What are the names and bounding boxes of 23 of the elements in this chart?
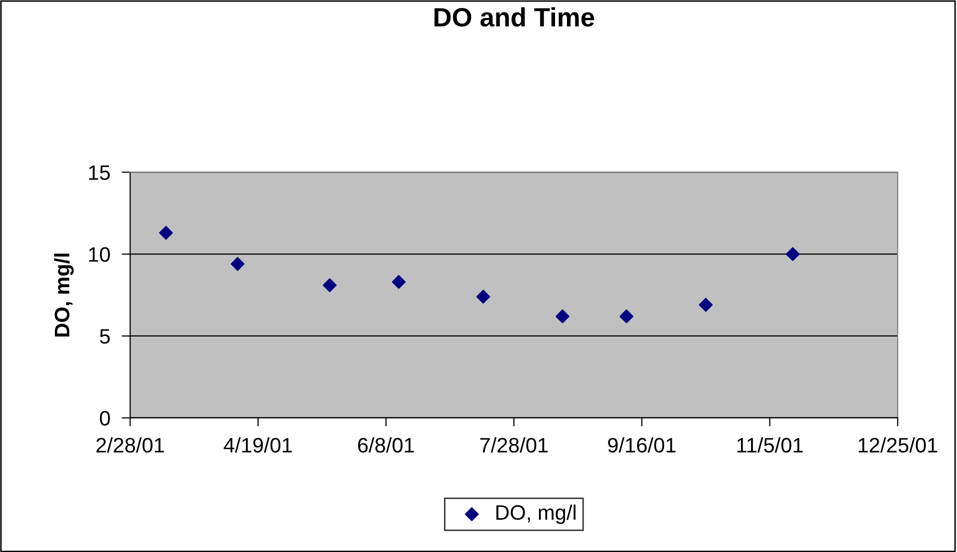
x-tick-label: 9/16/01 [608, 437, 676, 453]
point [476, 290, 490, 304]
x-tick-label: 11/5/01 [737, 437, 803, 453]
x-tick-label: 4/19/01 [224, 437, 292, 453]
y-tick-label: 15 [89, 165, 110, 180]
chart-title: DO and Time [434, 7, 594, 27]
point [786, 247, 800, 262]
x-tick-label: 7/28/01 [480, 437, 548, 453]
point [159, 226, 173, 240]
point [230, 257, 245, 271]
y-tick-label: 0 [100, 410, 110, 426]
point [556, 309, 570, 324]
point [698, 298, 713, 312]
legend-label: DO, mg/l [496, 504, 576, 524]
y-axis-title: DO, mg/l [54, 254, 74, 336]
point [620, 309, 634, 324]
point [392, 275, 406, 289]
y-tick-label: 10 [89, 247, 110, 262]
y-tick-label: 5 [100, 329, 110, 344]
point [322, 278, 337, 292]
x-tick-label: 6/8/01 [358, 437, 414, 453]
x-tick-label: 2/28/01 [96, 437, 164, 453]
x-tick-label: 12/25/01 [858, 437, 938, 453]
